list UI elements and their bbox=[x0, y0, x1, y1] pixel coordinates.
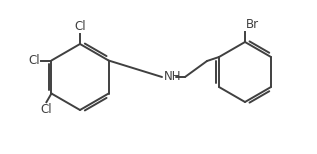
Text: Cl: Cl bbox=[41, 103, 52, 116]
Text: Br: Br bbox=[246, 18, 259, 31]
Text: Cl: Cl bbox=[29, 54, 41, 67]
Text: NH: NH bbox=[164, 69, 182, 83]
Text: Cl: Cl bbox=[74, 20, 86, 33]
